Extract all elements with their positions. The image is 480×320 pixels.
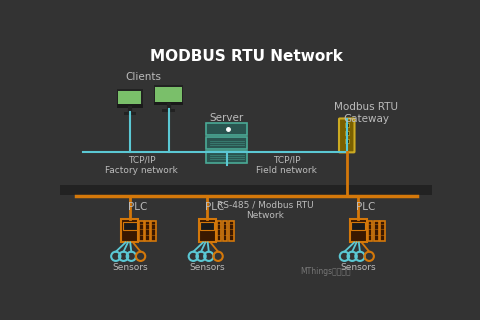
FancyBboxPatch shape [339, 118, 355, 152]
Bar [368, 221, 372, 241]
Bar [199, 219, 216, 243]
Bar [139, 221, 144, 241]
Bar [374, 221, 379, 241]
Text: RS-485 / Modbus RTU
Network: RS-485 / Modbus RTU Network [217, 200, 314, 220]
Bar [145, 221, 150, 241]
Bar [156, 87, 181, 102]
Bar [60, 186, 432, 195]
Bar [206, 137, 247, 149]
Text: TCP/IP
Factory network: TCP/IP Factory network [105, 156, 178, 175]
Text: Modbus RTU
Gateway: Modbus RTU Gateway [334, 102, 398, 124]
Text: TCP/IP
Field network: TCP/IP Field network [256, 156, 317, 175]
Text: PLC: PLC [205, 203, 225, 212]
Bar [206, 123, 247, 135]
Text: MThings技术服务: MThings技术服务 [300, 267, 351, 276]
Text: Sensors: Sensors [190, 263, 225, 272]
FancyBboxPatch shape [154, 85, 183, 105]
Bar [152, 221, 156, 241]
Bar [223, 221, 228, 241]
Text: MODBUS RTU Network: MODBUS RTU Network [150, 49, 342, 64]
Bar [200, 222, 214, 230]
Bar [117, 104, 143, 108]
Text: PLC: PLC [128, 203, 147, 212]
Bar [154, 101, 183, 105]
Bar [118, 91, 142, 105]
Bar [380, 221, 385, 241]
Bar [350, 219, 367, 243]
Text: Clients: Clients [125, 71, 161, 82]
Text: PLC: PLC [357, 203, 376, 212]
Bar [206, 151, 247, 163]
FancyBboxPatch shape [162, 109, 175, 112]
Bar [351, 222, 365, 230]
Bar [229, 221, 234, 241]
FancyBboxPatch shape [123, 112, 136, 115]
Text: Server: Server [209, 113, 244, 123]
Bar [216, 221, 221, 241]
Text: Sensors: Sensors [341, 263, 376, 272]
FancyBboxPatch shape [117, 89, 143, 108]
Bar [121, 219, 138, 243]
Text: Sensors: Sensors [112, 263, 147, 272]
Bar [123, 222, 137, 230]
